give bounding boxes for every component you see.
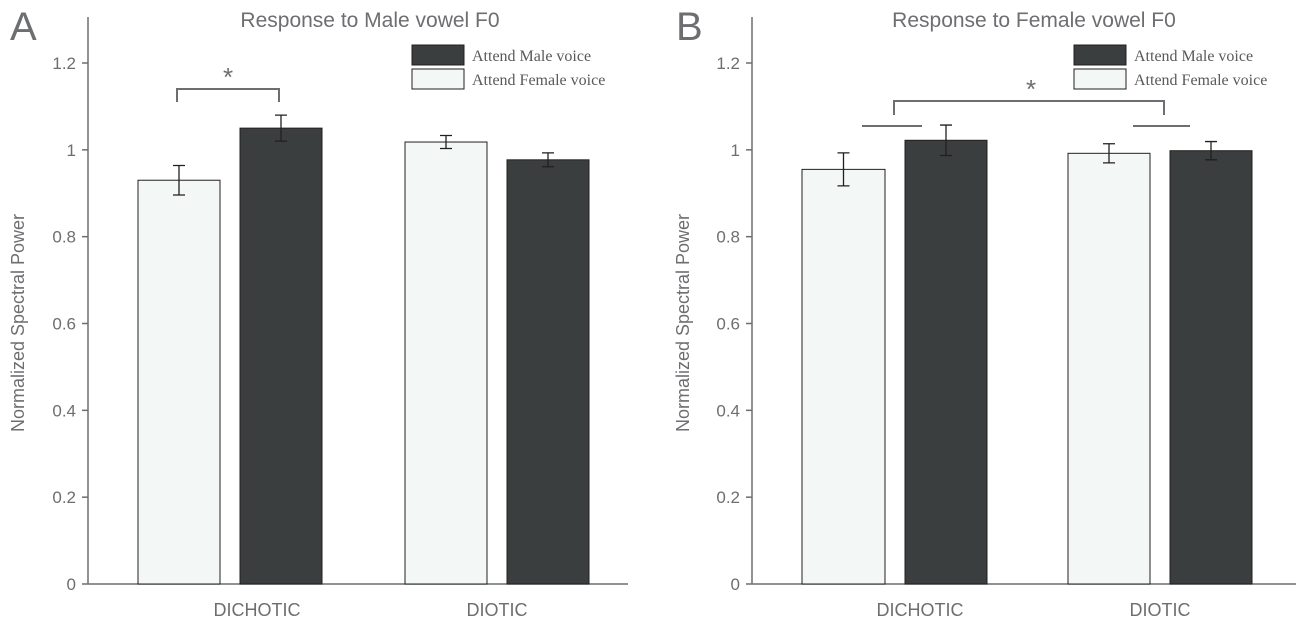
error-bar-b <box>1205 140 1217 161</box>
bars-b <box>801 124 1253 585</box>
error-bar-a <box>542 152 554 168</box>
bracket-line-b <box>893 100 1165 115</box>
y-tick-label-a: 1 <box>67 141 76 160</box>
bar-dichotic-female-a <box>137 179 221 585</box>
y-tick-label-b: 0 <box>731 575 740 594</box>
legend-swatch-male-a <box>411 44 465 66</box>
significance-bracket-b: * <box>862 74 1190 127</box>
panel-a: A Response to Male vowel F0 Normalized S… <box>8 5 628 620</box>
y-tick-label-b: 0.2 <box>716 488 740 507</box>
category-label-diotic-b: DIOTIC <box>1130 600 1191 620</box>
legend-label-male-b: Attend Male voice <box>1134 48 1253 65</box>
significance-star-a: * <box>223 62 233 92</box>
panel-b: B Response to Female vowel F0 Normalized… <box>673 5 1296 620</box>
legend-label-male-a: Attend Male voice <box>472 48 591 65</box>
y-ticks-a: 0 0.2 0.4 0.6 0.8 1 1.2 <box>52 54 88 594</box>
chart-title-b: Response to Female vowel F0 <box>892 9 1176 32</box>
y-tick-label-a: 1.2 <box>52 54 76 73</box>
y-tick-label-a: 0.4 <box>52 401 76 420</box>
significance-star-b: * <box>1026 74 1036 104</box>
panel-letter-a: A <box>10 5 37 49</box>
bars-a <box>137 114 590 585</box>
panel-letter-b: B <box>676 5 703 49</box>
chart-title-a: Response to Male vowel F0 <box>240 9 499 32</box>
y-tick-label-a: 0.2 <box>52 488 76 507</box>
y-tick-label-b: 1.2 <box>716 54 740 73</box>
category-label-diotic-a: DIOTIC <box>467 600 528 620</box>
y-tick-label-b: 0.6 <box>716 315 740 334</box>
y-axis-label-a: Normalized Spectral Power <box>8 214 28 432</box>
y-tick-label-a: 0.8 <box>52 228 76 247</box>
legend-swatch-male-b <box>1073 44 1127 66</box>
bar-dichotic-female-b <box>801 168 886 585</box>
bar-diotic-female-a <box>404 141 488 585</box>
y-tick-label-b: 0.8 <box>716 228 740 247</box>
bracket-line-a <box>176 88 280 102</box>
category-label-dichotic-a: DICHOTIC <box>214 600 301 620</box>
significance-bracket-a: * <box>176 62 280 102</box>
error-bar-a <box>173 164 185 196</box>
legend-label-female-b: Attend Female voice <box>1134 72 1267 89</box>
error-bar-b <box>837 152 850 187</box>
legend-swatch-female-a <box>411 68 465 90</box>
y-axis-label-b: Normalized Spectral Power <box>673 214 693 432</box>
bar-diotic-female-b <box>1067 152 1151 585</box>
bar-diotic-male-b <box>1169 150 1253 585</box>
y-tick-label-b: 1 <box>731 141 740 160</box>
error-bar-b <box>940 124 952 157</box>
legend-b: Attend Male voice Attend Female voice <box>1073 44 1267 90</box>
legend-swatch-female-b <box>1073 68 1127 90</box>
legend-a: Attend Male voice Attend Female voice <box>411 44 605 90</box>
y-tick-label-b: 0.4 <box>716 401 740 420</box>
y-tick-label-a: 0 <box>67 575 76 594</box>
error-bar-b <box>1103 143 1115 164</box>
bar-dichotic-male-b <box>904 139 988 585</box>
y-tick-label-a: 0.6 <box>52 315 76 334</box>
error-bar-a <box>275 114 287 142</box>
category-label-dichotic-b: DICHOTIC <box>877 600 964 620</box>
legend-label-female-a: Attend Female voice <box>472 72 605 89</box>
y-ticks-b: 0 0.2 0.4 0.6 0.8 1 1.2 <box>716 54 752 594</box>
bar-diotic-male-a <box>506 159 590 585</box>
error-bar-a <box>440 134 452 150</box>
bar-dichotic-male-a <box>239 127 323 585</box>
